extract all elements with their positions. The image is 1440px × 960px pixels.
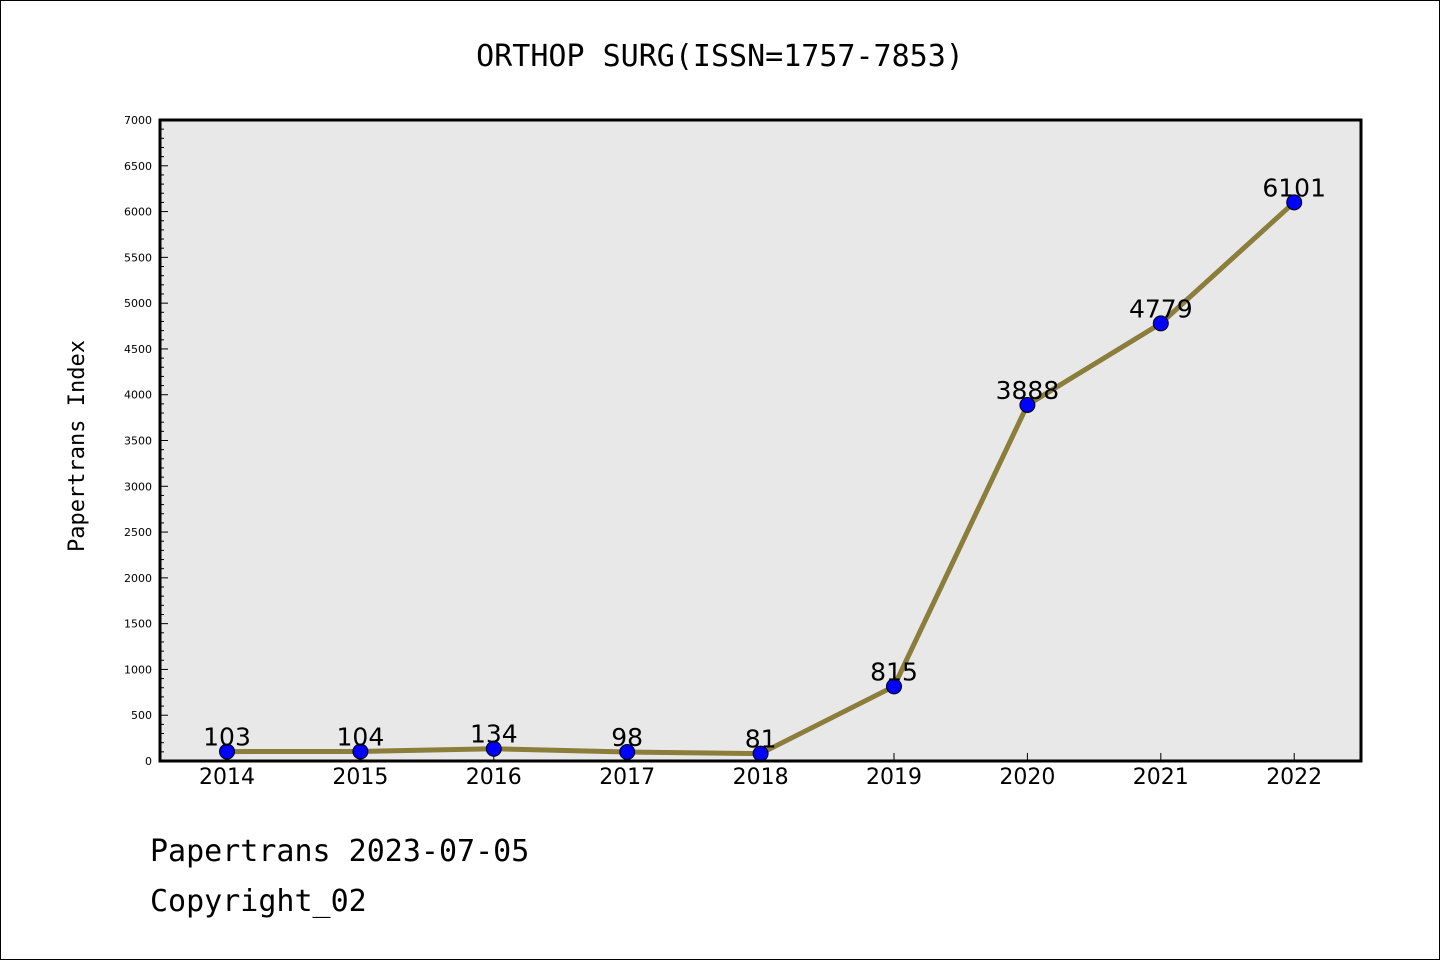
- y-tick-label: 3000: [124, 480, 152, 493]
- data-label: 104: [337, 722, 385, 751]
- data-label: 4779: [1129, 294, 1193, 323]
- x-tick-label: 2020: [999, 765, 1055, 790]
- y-tick-label: 6500: [124, 160, 152, 173]
- x-tick-label: 2019: [866, 765, 922, 790]
- data-label: 81: [745, 725, 777, 754]
- x-axis: 2014 2015 2016 2017 2018 2019 2020 2021 2022: [199, 753, 1322, 790]
- footer-date: Papertrans 2023-07-05: [150, 834, 530, 869]
- y-tick-label: 4500: [124, 343, 152, 356]
- data-label: 98: [611, 723, 643, 752]
- y-axis: 0 500 1000 1500 2000 2500 3000 3500 4000 4500 5000…: [124, 114, 168, 768]
- x-tick-label: 2015: [332, 765, 388, 790]
- y-tick-label: 5000: [124, 297, 152, 310]
- y-tick-label: 2000: [124, 572, 152, 585]
- data-point-marker: [1286, 194, 1303, 211]
- footer-copyright: Copyright_02: [150, 884, 367, 919]
- y-tick-label: 4000: [124, 389, 152, 402]
- marker-group: [219, 194, 1303, 762]
- data-label: 815: [870, 657, 918, 686]
- data-label: 134: [470, 720, 518, 749]
- data-point-marker: [1152, 315, 1169, 332]
- y-tick-label: 1000: [124, 663, 152, 676]
- y-tick-label: 7000: [124, 114, 152, 127]
- data-label-group: 103 104 134 98 81 815 3888 4779 6101: [203, 173, 1326, 753]
- x-tick-label: 2021: [1133, 765, 1189, 790]
- x-tick-label: 2018: [733, 765, 789, 790]
- plot-border: [158, 118, 1363, 763]
- data-point-marker: [485, 740, 502, 757]
- data-point-marker: [219, 743, 235, 760]
- y-tick-label: 3500: [124, 435, 152, 448]
- plot-area: [160, 120, 1361, 761]
- y-tick-label: 6000: [124, 206, 152, 219]
- chart-title: ORTHOP SURG(ISSN=1757-7853): [476, 39, 964, 74]
- y-axis-label: Papertrans Index: [65, 340, 90, 552]
- y-tick-label: 1500: [124, 618, 152, 631]
- x-tick-label: 2017: [599, 765, 655, 790]
- y-tick-label: 0: [145, 755, 152, 768]
- x-tick-label: 2016: [466, 765, 522, 790]
- data-label: 103: [203, 723, 251, 752]
- x-tick-label: 2014: [199, 765, 255, 790]
- data-point-marker: [352, 743, 369, 760]
- y-tick-label: 5500: [124, 251, 152, 264]
- data-point-marker: [886, 678, 902, 695]
- y-tick-label: 500: [131, 709, 152, 722]
- data-label: 3888: [996, 376, 1060, 405]
- data-point-marker: [1019, 396, 1036, 413]
- data-label: 6101: [1262, 173, 1326, 202]
- y-tick-label: 2500: [124, 526, 152, 539]
- x-tick-label: 2022: [1266, 765, 1322, 790]
